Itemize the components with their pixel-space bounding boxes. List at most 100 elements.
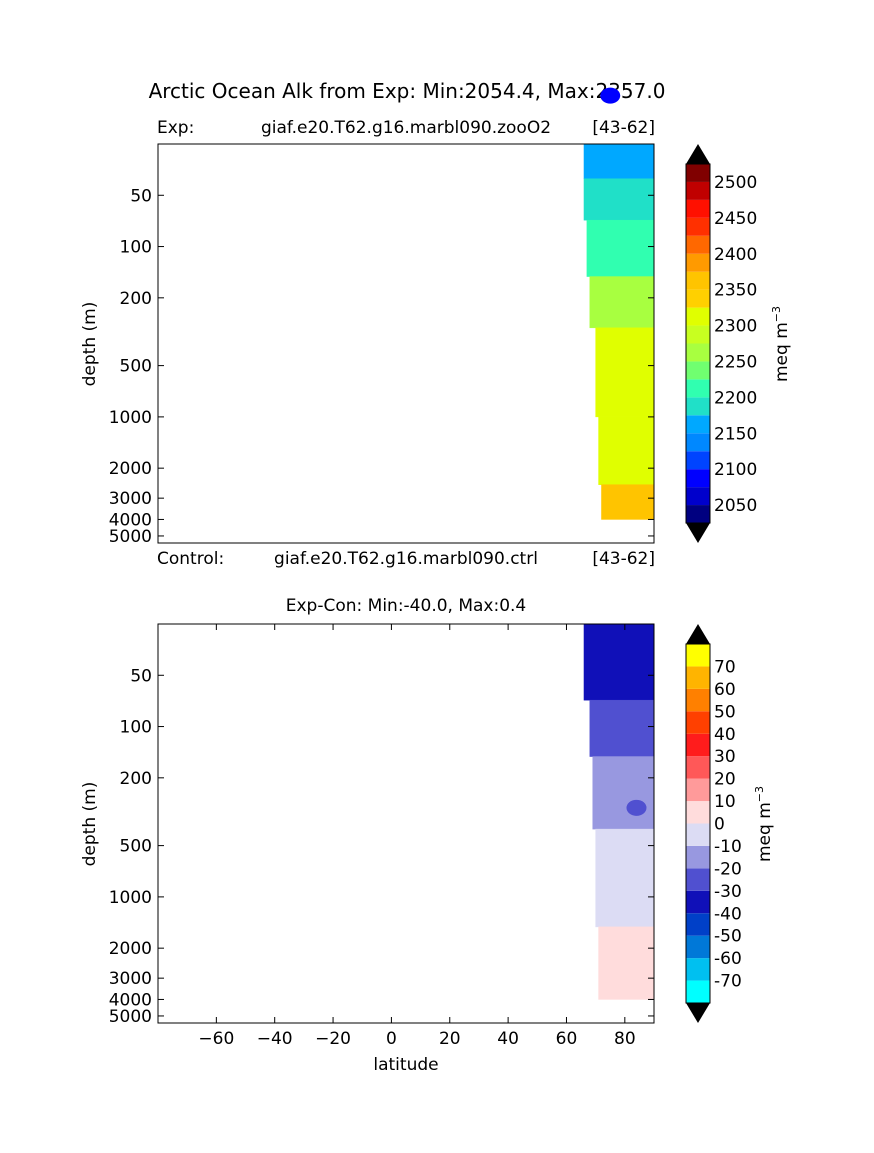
top-footer-run: giaf.e20.T62.g16.marbl090.ctrl [274, 549, 538, 569]
colorbar-swatch [686, 361, 710, 380]
top-panel: Exp: giaf.e20.T62.g16.marbl090.zooO2 [43… [80, 87, 792, 569]
bottom-x-axis-label: latitude [373, 1055, 438, 1075]
colorbar-swatch [686, 199, 710, 218]
y-tick-label: 2000 [109, 939, 152, 959]
field-patch [626, 799, 647, 816]
colorbar-swatch [686, 890, 710, 914]
colorbar-swatch [686, 307, 710, 326]
colorbar-swatch [686, 397, 710, 416]
y-tick-label: 2000 [109, 459, 152, 479]
field-band [589, 699, 655, 757]
colorbar-tick-label: 2200 [714, 388, 757, 408]
y-tick-label: 500 [120, 357, 152, 377]
colorbar-tick-label: 60 [714, 680, 736, 700]
y-tick-label: 200 [120, 769, 152, 789]
bottom-colorbar-label-exponent: −3 [753, 786, 766, 802]
colorbar-swatch [686, 235, 710, 254]
x-tick-label: 20 [439, 1029, 461, 1049]
bottom-y-axis-label: depth (m) [80, 782, 100, 867]
colorbar-swatch [686, 913, 710, 936]
bottom-panel: Exp-Con: Min:-40.0, Max:0.4 501002005001… [80, 596, 775, 1075]
colorbar-swatch [686, 181, 710, 200]
svg-text:meq m−3: meq m−3 [770, 306, 792, 382]
x-tick-label: −60 [198, 1029, 234, 1049]
colorbar-swatch [686, 469, 710, 488]
colorbar-frame [685, 643, 711, 1004]
colorbar-tick-label: 2350 [714, 281, 757, 301]
colorbar-swatch [686, 688, 710, 712]
colorbar-swatch [686, 778, 710, 802]
top-field-fill [583, 87, 655, 520]
colorbar-swatch [686, 756, 710, 779]
colorbar-swatch [686, 823, 710, 846]
colorbar-under-arrow [686, 523, 710, 543]
y-tick-label: 500 [120, 837, 152, 857]
colorbar-tick-label: -40 [714, 904, 742, 924]
colorbar-swatch [686, 845, 710, 869]
field-band [586, 219, 655, 277]
top-footer-years: [43-62] [592, 549, 655, 569]
colorbar-swatch [686, 935, 710, 959]
bottom-field-fill [583, 623, 655, 1000]
y-tick-label: 5000 [109, 1007, 152, 1027]
colorbar-tick-label: 2400 [714, 245, 757, 265]
y-tick-label: 50 [130, 186, 152, 206]
colorbar-tick-label: 2250 [714, 352, 757, 372]
top-colorbar-label-unit: meq m [772, 322, 792, 382]
colorbar-swatch [686, 733, 710, 757]
colorbar-swatch [686, 217, 710, 236]
colorbar-tick-label: 20 [714, 770, 736, 790]
colorbar-tick-label: 10 [714, 792, 736, 812]
top-colorbar-label-exponent: −3 [770, 306, 783, 322]
colorbar-over-arrow [686, 144, 710, 164]
top-plot-background [158, 144, 654, 543]
x-tick-label: −20 [315, 1029, 351, 1049]
colorbar-swatch [686, 433, 710, 452]
y-tick-label: 1000 [109, 408, 152, 428]
field-band [598, 416, 655, 485]
top-colorbar-label: meq m−3 [770, 306, 792, 382]
colorbar-swatch [686, 711, 710, 734]
colorbar-swatch [686, 451, 710, 470]
field-band [598, 926, 655, 1000]
colorbar-tick-label: -20 [714, 859, 742, 879]
colorbar-tick-label: 2050 [714, 496, 757, 516]
y-tick-label: 50 [130, 666, 152, 686]
top-footer-left-label: Control: [157, 549, 224, 569]
colorbar-swatch [686, 801, 710, 824]
bottom-plot-background [158, 624, 654, 1023]
x-tick-label: 60 [556, 1029, 578, 1049]
svg-text:meq m−3: meq m−3 [753, 786, 775, 862]
figure-title: Arctic Ocean Alk from Exp: Min:2054.4, M… [149, 79, 666, 103]
colorbar-frame [685, 163, 711, 524]
colorbar-tick-label: 2450 [714, 209, 757, 229]
top-y-axis-label: depth (m) [80, 302, 100, 387]
field-band [595, 828, 655, 928]
colorbar-swatch [686, 325, 710, 344]
colorbar-tick-label: 50 [714, 702, 736, 722]
y-tick-label: 4000 [109, 510, 152, 530]
colorbar-swatch [686, 868, 710, 891]
y-tick-label: 5000 [109, 527, 152, 547]
x-tick-label: 40 [497, 1029, 519, 1049]
colorbar-tick-label: -50 [714, 927, 742, 947]
colorbar-tick-label: 2500 [714, 173, 757, 193]
colorbar-swatch [686, 487, 710, 506]
colorbar-tick-label: -70 [714, 972, 742, 992]
bottom-plot-frame [157, 623, 655, 1024]
colorbar-swatch [686, 271, 710, 290]
field-band [583, 623, 655, 701]
colorbar-tick-label: 70 [714, 657, 736, 677]
colorbar-tick-label: 30 [714, 747, 736, 767]
colorbar-tick-label: 2150 [714, 424, 757, 444]
colorbar-tick-label: 0 [714, 815, 725, 835]
bottom-panel-title: Exp-Con: Min:-40.0, Max:0.4 [286, 596, 527, 616]
field-patch [600, 87, 621, 104]
y-tick-label: 100 [120, 718, 152, 738]
field-band [592, 756, 655, 830]
colorbar-tick-label: 40 [714, 725, 736, 745]
